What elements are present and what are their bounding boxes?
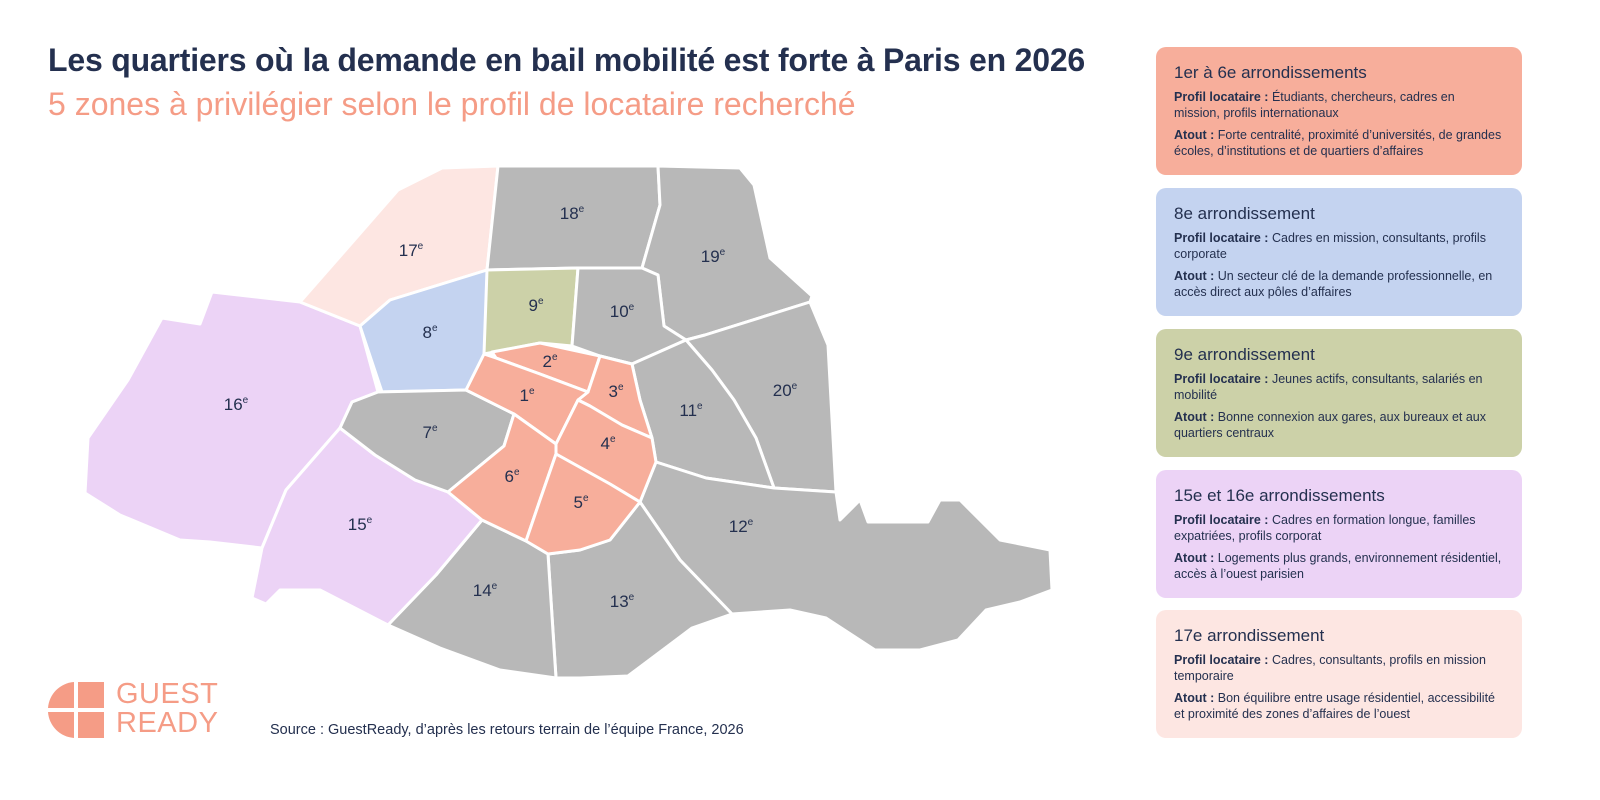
legend-card-title: 15e et 16e arrondissements (1174, 486, 1385, 505)
guestready-logo: GUEST READY (46, 680, 236, 740)
arr-13-label: 13e (610, 592, 635, 611)
arr-1-label: 1e (519, 386, 534, 405)
guestready-logo-text: GUEST READY (116, 678, 219, 739)
arr-7-label: 7e (422, 423, 437, 442)
legend-card-title: 8e arrondissement (1174, 204, 1315, 223)
legend-card-title: 17e arrondissement (1174, 626, 1325, 645)
legend-card-profile: Profil locataire : Jeunes actifs, consul… (1174, 372, 1483, 402)
arr-5-shape (524, 452, 642, 556)
arr-4-label: 4e (600, 434, 615, 453)
arr-15-label: 15e (348, 515, 373, 534)
arr-19-label: 19e (701, 247, 726, 266)
arr-5-label: 5e (573, 493, 588, 512)
paris-map: 1e 2e 3e 4e 5e 6e 7e 8e 9e 10e 11e 12e 1… (83, 164, 1054, 680)
arr-2-label: 2e (542, 352, 557, 371)
legend-card-asset: Atout : Logements plus grands, environne… (1174, 551, 1502, 581)
arr-6-label: 6e (504, 467, 519, 486)
guestready-logo-icon (48, 682, 104, 738)
arr-12-label: 12e (729, 517, 754, 536)
legend-card-17e: 17e arrondissement Profil locataire : Ca… (1156, 610, 1522, 738)
arr-14-label: 14e (473, 581, 498, 600)
legend-card-profile: Profil locataire : Cadres en mission, co… (1174, 231, 1486, 261)
arr-8-label: 8e (422, 323, 437, 342)
legend-card-profile: Profil locataire : Cadres en formation l… (1174, 513, 1476, 543)
legend-card-central: 1er à 6e arrondissements Profil locatair… (1156, 47, 1522, 175)
legend-card-asset: Atout : Un secteur clé de la demande pro… (1174, 269, 1493, 299)
arr-9-shape (482, 266, 580, 356)
legend-card-title: 1er à 6e arrondissements (1174, 63, 1367, 82)
legend-card-8e: 8e arrondissement Profil locataire : Cad… (1156, 188, 1522, 316)
page-title: Les quartiers où la demande en bail mobi… (48, 42, 1086, 78)
arr-17-label: 17e (399, 241, 424, 260)
legend-card-15e-16e: 15e et 16e arrondissements Profil locata… (1156, 470, 1522, 598)
legend-card-9e: 9e arrondissement Profil locataire : Jeu… (1156, 329, 1522, 457)
arr-12-shape (638, 460, 1054, 652)
legend-card-profile: Profil locataire : Cadres, consultants, … (1174, 653, 1486, 683)
arr-16-label: 16e (224, 395, 249, 414)
arr-16-shape (83, 290, 380, 550)
arr-20-label: 20e (773, 381, 798, 400)
arr-18-label: 18e (560, 204, 585, 223)
arr-9-label: 9e (528, 296, 543, 315)
legend-card-asset: Atout : Forte centralité, proximité d’un… (1174, 128, 1502, 158)
legend-card-asset: Atout : Bon équilibre entre usage réside… (1174, 691, 1495, 721)
arr-11-label: 11e (679, 401, 703, 420)
legend-card-title: 9e arrondissement (1174, 345, 1315, 364)
legend-card-profile: Profil locataire : Étudiants, chercheurs… (1174, 90, 1455, 120)
arr-10-label: 10e (610, 302, 635, 321)
arr-3-label: 3e (608, 382, 623, 401)
page-subtitle: 5 zones à privilégier selon le profil de… (48, 86, 856, 122)
legend-card-asset: Atout : Bonne connexion aux gares, aux b… (1174, 410, 1486, 440)
source-note: Source : GuestReady, d’après les retours… (270, 722, 744, 738)
